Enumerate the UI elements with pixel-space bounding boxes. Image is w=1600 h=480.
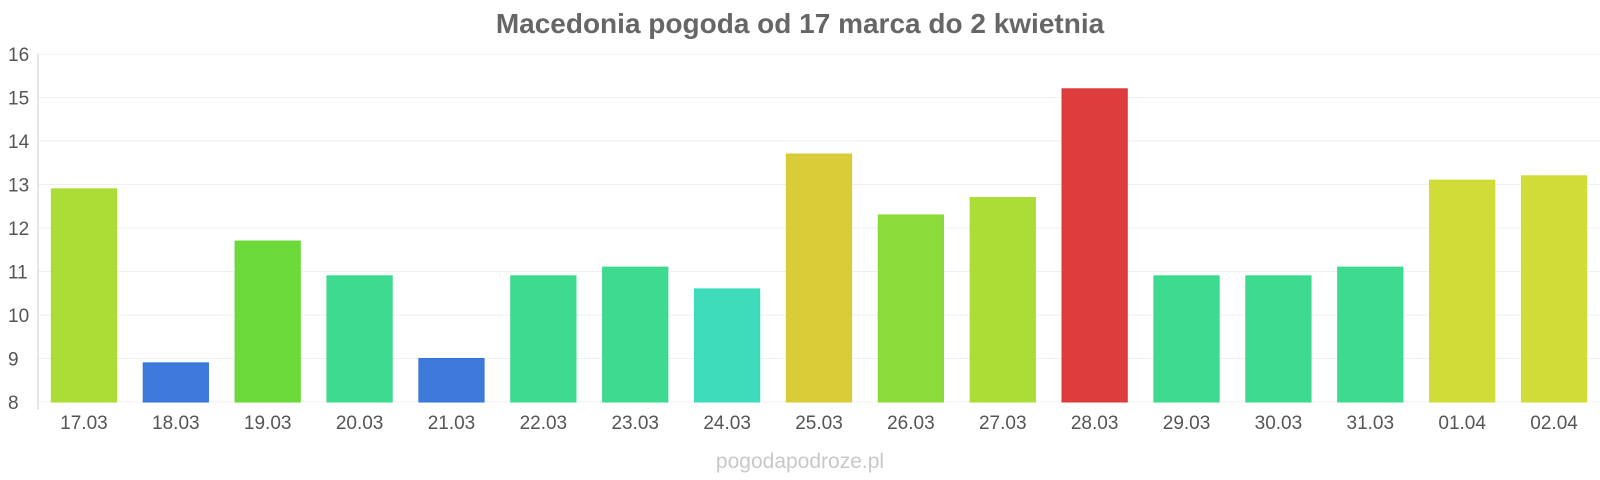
watermark-text: pogodapodroze.pl	[715, 450, 885, 473]
y-tick-label: 10	[8, 306, 29, 327]
chart-title: Macedonia pogoda od 17 marca do 2 kwietn…	[495, 8, 1105, 39]
bar-19.03	[234, 240, 301, 403]
bar-30.03	[1245, 275, 1312, 403]
bar-25.03	[785, 153, 853, 403]
y-tick-label: 14	[8, 132, 30, 153]
y-tick-label: 15	[8, 89, 29, 110]
bar-27.03	[969, 197, 1036, 403]
x-tick-label: 23.03	[611, 413, 659, 434]
x-tick-label: 21.03	[428, 413, 476, 434]
bar-24.03	[693, 288, 761, 403]
bar-22.03	[510, 275, 577, 403]
y-tick-label: 16	[8, 45, 29, 66]
bar-01.04	[1429, 179, 1496, 403]
x-tick-label: 25.03	[795, 413, 843, 434]
x-tick-label: 02.04	[1530, 413, 1578, 434]
x-tick-label: 20.03	[336, 413, 384, 434]
bar-31.03	[1337, 266, 1404, 403]
y-tick-label: 12	[8, 219, 29, 240]
y-tick-label: 11	[8, 263, 28, 284]
y-tick-label: 9	[8, 350, 19, 371]
bar-21.03	[418, 358, 485, 403]
x-tick-label: 26.03	[887, 413, 935, 434]
x-tick-label: 17.03	[60, 413, 108, 434]
bar-17.03	[50, 188, 118, 403]
bar-18.03	[142, 362, 209, 403]
bar-20.03	[326, 275, 393, 403]
bar-02.04	[1520, 175, 1588, 403]
x-tick-label: 18.03	[152, 413, 200, 434]
y-tick-label: 8	[8, 393, 19, 414]
x-tick-label: 29.03	[1163, 413, 1211, 434]
x-tick-label: 28.03	[1071, 413, 1119, 434]
bar-28.03	[1061, 88, 1128, 403]
x-tick-label: 19.03	[244, 413, 292, 434]
x-tick-labels: 17.03 18.03 19.03 20.03 21.03 22.03 23.03 24.03…	[60, 413, 1578, 434]
x-tick-label: 01.04	[1438, 413, 1486, 434]
bar-29.03	[1153, 275, 1220, 403]
x-tick-label: 22.03	[520, 413, 568, 434]
bar-23.03	[602, 266, 669, 403]
x-tick-label: 31.03	[1347, 413, 1395, 434]
bars	[50, 88, 1588, 403]
x-tick-label: 24.03	[703, 413, 751, 434]
x-tick-label: 27.03	[979, 413, 1027, 434]
y-tick-labels: 8 9 10 11 12 13 14 15 16	[8, 45, 30, 414]
bar-26.03	[877, 214, 945, 403]
y-tick-label: 13	[8, 176, 29, 197]
x-tick-label: 30.03	[1255, 413, 1303, 434]
